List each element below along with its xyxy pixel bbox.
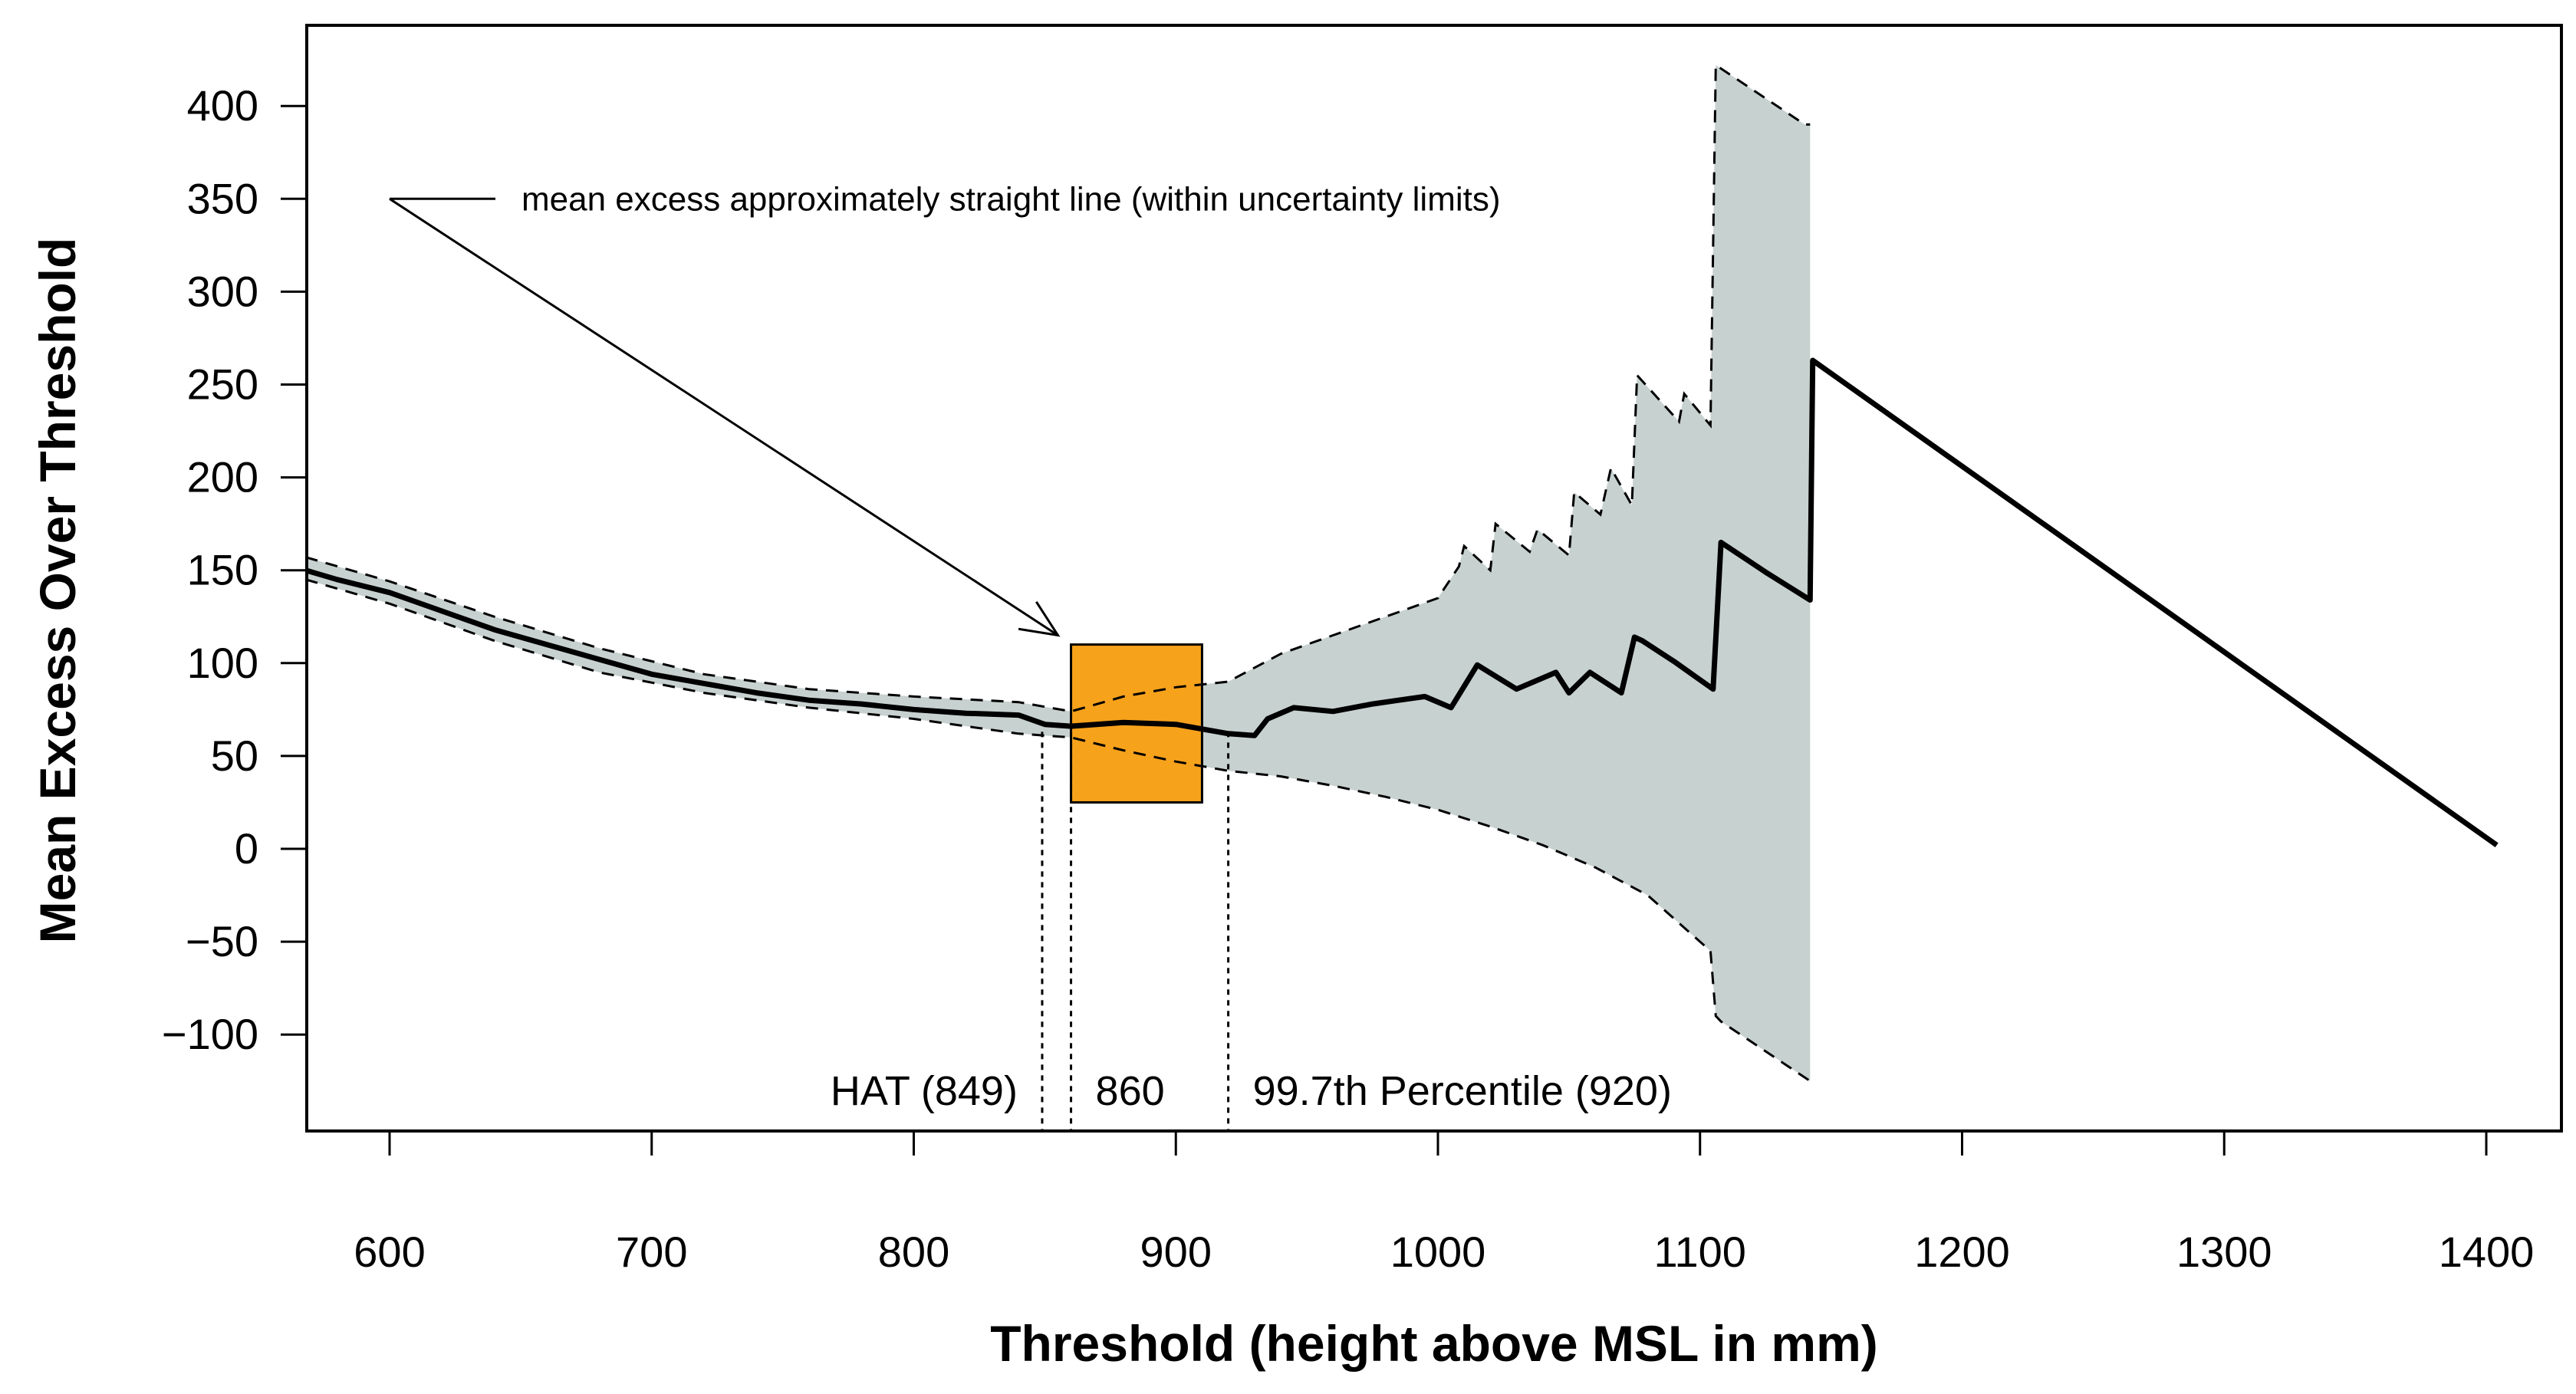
x-tick-label: 1200 [1914,1228,2010,1276]
x-tick-label: 1300 [2176,1228,2272,1276]
uncertainty-band [307,64,1811,1081]
y-tick-label: 300 [187,267,258,315]
vertical-line-label-0: HAT (849) [831,1068,1018,1114]
series-upper-limit [307,63,1811,713]
annotation-arrow-head [1018,600,1061,637]
x-axis: 600 700 800 900 1000 1100 1200 1300 1400 [354,1131,2534,1276]
y-tick-label: 100 [187,639,258,687]
x-tick-label: 700 [616,1228,687,1276]
x-tick-label: 800 [878,1228,949,1276]
y-tick-label: 50 [211,732,258,780]
x-axis-title: Threshold (height above MSL in mm) [990,1315,1878,1372]
x-tick-label: 1100 [1654,1228,1746,1276]
y-tick-label: 0 [235,824,258,873]
y-axis-title: Mean Excess Over Threshold [29,238,86,944]
y-tick-label: 350 [187,174,258,222]
x-tick-label: 900 [1140,1228,1212,1276]
series-lower-limit [307,578,1811,1083]
y-tick-label: 200 [187,453,258,501]
y-tick-label: 250 [187,360,258,409]
y-tick-label: 400 [187,81,258,130]
series-mean-excess [307,357,2499,848]
y-axis: 400 350 300 250 200 150 100 50 0 −50 −100 [162,81,307,1058]
vertical-line-label-1: 860 [1096,1068,1165,1114]
vertical-line-label-2: 99.7th Percentile (920) [1253,1068,1672,1114]
y-tick-label: −100 [162,1010,258,1058]
x-tick-label: 600 [354,1228,425,1276]
annotation-arrow-shaft [389,198,1059,636]
annotation-text: mean excess approximately straight line … [521,180,1501,218]
x-tick-label: 1400 [2439,1228,2535,1276]
plot-frame [305,24,2563,1133]
y-tick-label: 150 [187,546,258,594]
y-tick-label: −50 [186,917,258,965]
x-tick-label: 1000 [1390,1228,1486,1276]
